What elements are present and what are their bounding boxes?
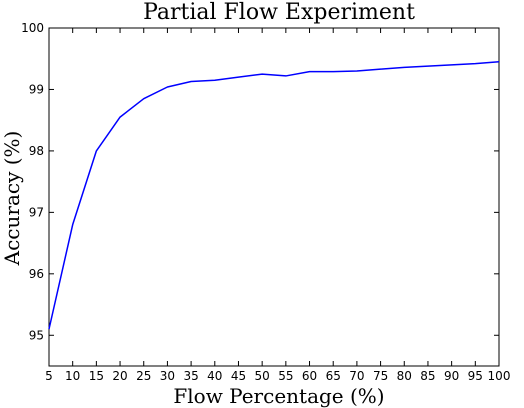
- y-tick-label: 97: [29, 205, 44, 219]
- x-tick-label: 45: [231, 369, 246, 383]
- x-tick-label: 10: [65, 369, 80, 383]
- y-axis-label: Accuracy (%): [0, 131, 24, 267]
- x-tick-label: 95: [468, 369, 483, 383]
- x-tick-label: 35: [183, 369, 198, 383]
- x-tick-label: 5: [45, 369, 53, 383]
- plot-frame: [48, 27, 500, 367]
- x-tick-label: 75: [373, 369, 388, 383]
- y-tick-label: 99: [29, 82, 44, 96]
- x-tick-label: 40: [207, 369, 222, 383]
- x-tick-label: 55: [278, 369, 293, 383]
- x-tick-label: 60: [302, 369, 317, 383]
- x-tick-label: 70: [349, 369, 364, 383]
- x-tick-label: 20: [112, 369, 127, 383]
- y-tick-label: 98: [29, 144, 44, 158]
- x-tick-label: 25: [136, 369, 151, 383]
- x-tick-label: 80: [397, 369, 412, 383]
- chart-title: Partial Flow Experiment: [143, 0, 415, 25]
- x-tick-label: 90: [444, 369, 459, 383]
- x-tick-label: 65: [326, 369, 341, 383]
- y-tick-label: 96: [29, 267, 44, 281]
- x-axis: 5 10 15 20 25 30 35 40 45 50 55 60 65 70 75 80 85 90 95 100: [45, 28, 510, 383]
- x-tick-label: 85: [420, 369, 435, 383]
- x-tick-label: 50: [255, 369, 270, 383]
- series-layer: [48, 61, 500, 330]
- x-tick-label: 30: [160, 369, 175, 383]
- plot-area: 5 10 15 20 25 30 35 40 45 50 55 60 65 70 75 80 85 90 95 100…: [21, 21, 510, 383]
- x-tick-label: 15: [89, 369, 104, 383]
- x-tick-label: 100: [488, 369, 511, 383]
- x-axis-label: Flow Percentage (%): [173, 384, 384, 408]
- y-tick-label: 95: [29, 328, 44, 342]
- series-line: [48, 61, 500, 330]
- y-tick-label: 100: [21, 21, 44, 35]
- y-axis: 95 96 97 98 99 100: [21, 21, 499, 342]
